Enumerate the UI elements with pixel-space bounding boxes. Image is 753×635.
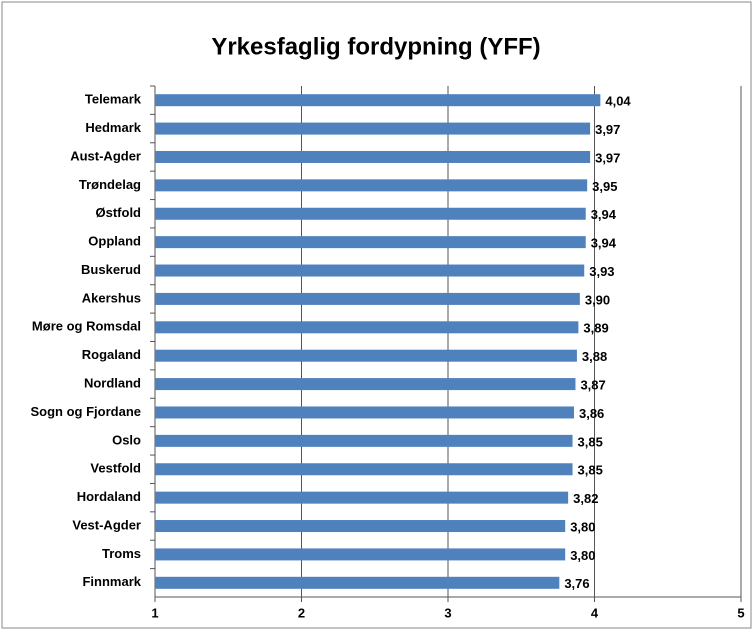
bar	[155, 179, 588, 192]
value-label: 4,04	[605, 94, 631, 109]
value-label: 3,82	[573, 491, 598, 506]
value-label: 3,76	[564, 576, 589, 591]
value-label: 3,89	[583, 321, 608, 336]
y-tick-label: Møre og Romsdal	[32, 319, 141, 334]
y-tick-label: Trøndelag	[79, 177, 141, 192]
y-tick-label: Oppland	[88, 234, 141, 249]
y-tick-label: Troms	[102, 546, 141, 561]
y-tick-label: Oslo	[112, 432, 141, 447]
y-tick-label: Aust-Agder	[70, 148, 141, 163]
x-tick-label: 5	[737, 605, 744, 620]
bar	[155, 150, 591, 163]
chart-title: Yrkesfaglig fordypning (YFF)	[211, 33, 540, 60]
bar	[155, 321, 579, 334]
x-tick-label: 3	[444, 605, 451, 620]
value-label: 3,93	[589, 264, 614, 279]
x-tick-label: 1	[151, 605, 158, 620]
x-tick-label: 4	[591, 605, 599, 620]
bar	[155, 434, 573, 447]
bar	[155, 378, 576, 391]
value-label: 3,87	[580, 378, 605, 393]
bar	[155, 292, 580, 305]
bar	[155, 548, 566, 561]
y-tick-label: Vest-Agder	[72, 517, 141, 532]
value-label: 3,90	[585, 292, 610, 307]
y-tick-label: Hordaland	[77, 489, 141, 504]
value-label: 3,86	[579, 406, 604, 421]
value-label: 3,94	[591, 207, 617, 222]
bar	[155, 463, 573, 476]
bar	[155, 491, 569, 504]
value-label: 3,85	[578, 463, 603, 478]
bar	[155, 520, 566, 533]
y-tick-label: Nordland	[84, 376, 141, 391]
value-label: 3,94	[591, 236, 617, 251]
bar	[155, 94, 601, 107]
bar	[155, 264, 585, 277]
bar	[155, 576, 560, 589]
y-tick-label: Østfold	[96, 205, 142, 220]
bar	[155, 236, 586, 249]
value-label: 3,95	[592, 179, 617, 194]
y-tick-label: Hedmark	[85, 120, 141, 135]
value-label: 3,97	[595, 150, 620, 165]
x-tick-label: 2	[298, 605, 305, 620]
value-label: 3,85	[578, 434, 603, 449]
y-tick-label: Rogaland	[82, 347, 141, 362]
bar	[155, 122, 591, 135]
y-tick-label: Vestfold	[90, 461, 141, 476]
y-tick-label: Finnmark	[82, 574, 141, 589]
value-label: 3,80	[570, 519, 595, 534]
y-tick-label: Telemark	[85, 92, 142, 107]
bar	[155, 406, 574, 419]
y-tick-label: Sogn og Fjordane	[31, 404, 142, 419]
value-label: 3,80	[570, 548, 595, 563]
value-label: 3,88	[582, 349, 607, 364]
bar	[155, 349, 577, 362]
bar	[155, 207, 586, 220]
y-tick-label: Akershus	[82, 290, 141, 305]
y-tick-label: Buskerud	[81, 262, 141, 277]
value-label: 3,97	[595, 122, 620, 137]
